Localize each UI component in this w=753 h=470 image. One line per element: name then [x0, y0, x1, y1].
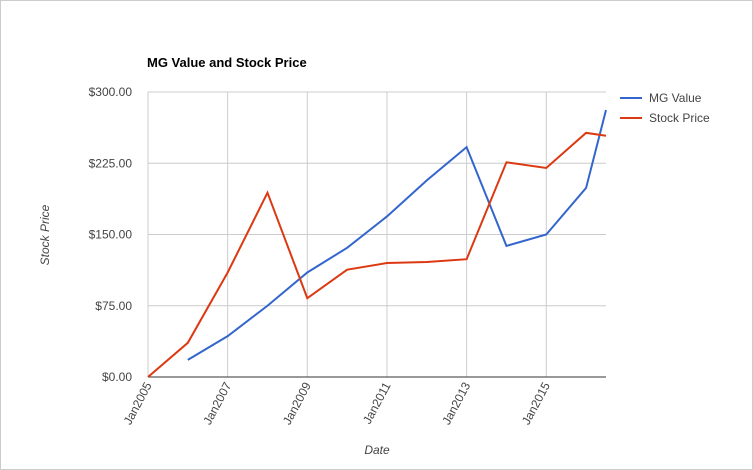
legend-label: MG Value	[649, 91, 702, 105]
x-axis-label: Date	[364, 443, 390, 457]
legend-label: Stock Price	[649, 111, 710, 125]
chart-title: MG Value and Stock Price	[147, 55, 307, 70]
y-tick-label: $300.00	[89, 85, 133, 99]
series-line	[147, 131, 607, 378]
y-tick-label: $225.00	[89, 156, 133, 170]
y-axis-label: Stock Price	[38, 204, 52, 265]
y-tick-label: $0.00	[102, 370, 132, 384]
y-tick-label: $150.00	[89, 228, 133, 242]
series-line	[187, 109, 607, 361]
y-tick-label: $75.00	[95, 299, 132, 313]
